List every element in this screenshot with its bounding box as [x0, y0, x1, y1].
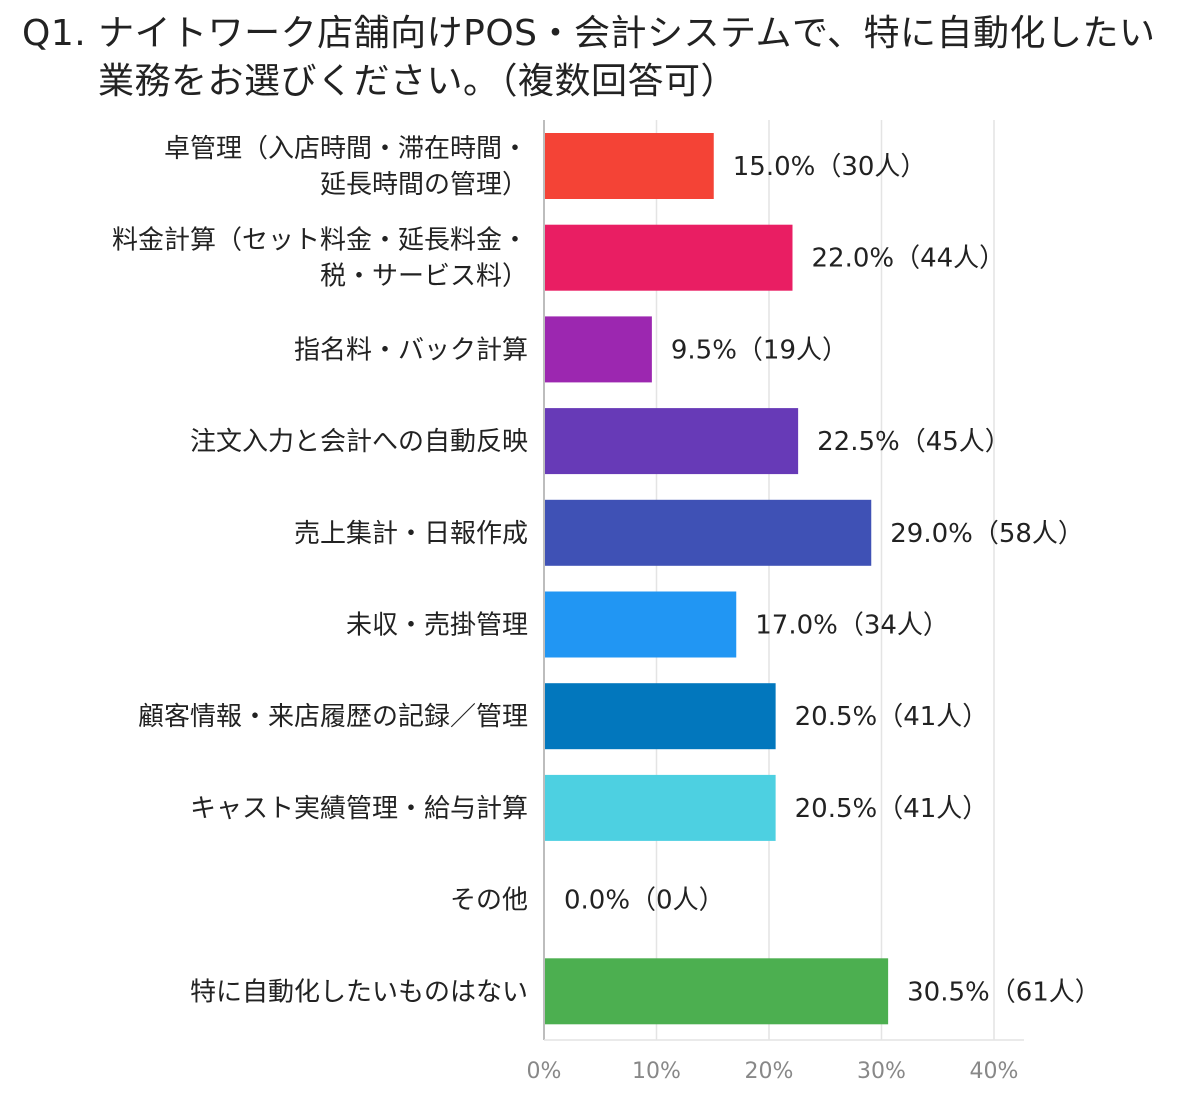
category-label: 顧客情報・来店履歴の記録／管理: [138, 702, 528, 732]
category-label: 卓管理（入店時間・滞在時間・: [164, 134, 528, 164]
bar: [545, 774, 776, 841]
bar: [545, 958, 889, 1025]
data-label: 9.5%（19人）: [671, 335, 848, 365]
category-label: 未収・売掛管理: [346, 611, 528, 641]
bar: [545, 591, 737, 658]
data-label: 20.5%（41人）: [795, 702, 989, 732]
data-label: 22.5%（45人）: [817, 427, 1011, 457]
x-tick-label: 20%: [745, 1059, 794, 1084]
data-label: 17.0%（34人）: [755, 611, 949, 641]
category-label: 指名料・バック計算: [294, 335, 528, 365]
data-label: 22.0%（44人）: [812, 244, 1006, 274]
data-label: 0.0%（0人）: [564, 886, 725, 916]
title-line-2: 業務をお選びください。（複数回答可）: [98, 61, 738, 102]
category-label: 特に自動化したいものはない: [190, 977, 528, 1007]
bar: [545, 316, 652, 383]
data-label: 20.5%（41人）: [795, 794, 989, 824]
bar: [545, 408, 799, 475]
category-label: その他: [450, 886, 528, 916]
x-tick-label: 40%: [970, 1059, 1019, 1084]
category-label: 売上集計・日報作成: [294, 519, 528, 549]
bar: [545, 683, 776, 750]
bar: [545, 133, 714, 199]
data-label: 29.0%（58人）: [890, 519, 1084, 549]
chart-title: Q1. ナイトワーク店舗向けPOS・会計システムで、特に自動化したい 業務をお選…: [22, 10, 1192, 106]
category-label: 税・サービス料）: [320, 262, 528, 292]
x-tick-label: 30%: [857, 1059, 906, 1084]
x-tick-label: 10%: [632, 1059, 681, 1084]
data-label: 15.0%（30人）: [733, 152, 927, 182]
category-label: 延長時間の管理）: [320, 170, 528, 200]
x-tick-label: 0%: [527, 1059, 562, 1084]
category-label: 料金計算（セット料金・延長料金・: [112, 226, 528, 256]
bar: [545, 224, 793, 291]
bar: [545, 499, 872, 566]
category-label: キャスト実績管理・給与計算: [190, 794, 528, 824]
data-label: 30.5%（61人）: [907, 977, 1101, 1007]
category-label: 注文入力と会計への自動反映: [190, 427, 528, 457]
title-line-1: Q1. ナイトワーク店舗向けPOS・会計システムで、特に自動化したい: [22, 13, 1156, 54]
